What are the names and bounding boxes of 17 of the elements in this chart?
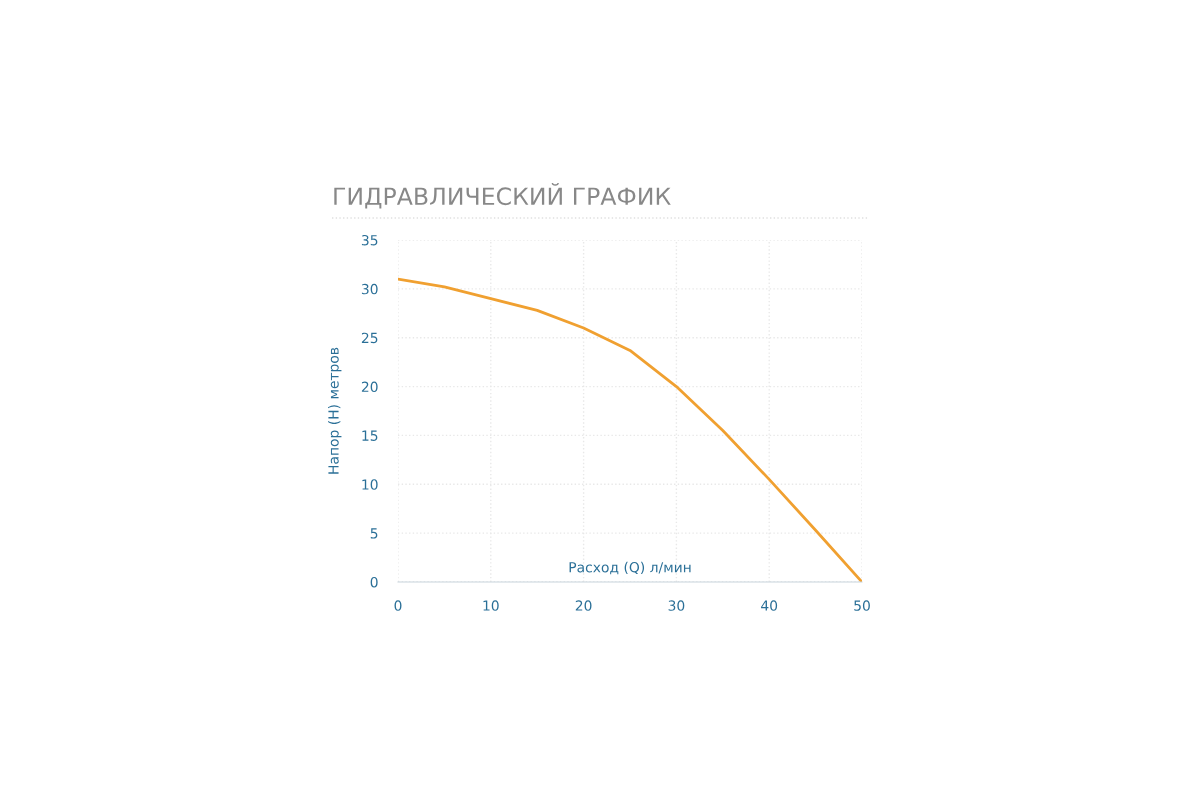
x-tick-label: 40: [761, 600, 778, 611]
y-tick-label: 0: [370, 576, 378, 588]
y-tick-label: 10: [362, 479, 378, 490]
x-tick-label: 0: [394, 600, 402, 611]
y-tick-label: 20: [361, 381, 378, 393]
chart-title: ГИДРАВЛИЧЕСКИЙ ГРАФИК: [334, 183, 671, 209]
x-axis-title: Расход (Q) л/мин: [569, 561, 691, 575]
x-tick-label: 10: [483, 600, 499, 611]
x-tick-label: 30: [668, 600, 685, 611]
y-tick-label: 30: [361, 283, 378, 295]
y-tick-label: 5: [370, 528, 378, 539]
y-tick-label: 15: [362, 430, 378, 441]
x-tick-label: 20: [575, 600, 592, 611]
y-tick-label: 35: [361, 234, 378, 246]
x-tick-label: 50: [854, 600, 870, 611]
y-axis-title: Напор (H) метров: [328, 347, 342, 474]
y-tick-label: 25: [361, 332, 378, 344]
